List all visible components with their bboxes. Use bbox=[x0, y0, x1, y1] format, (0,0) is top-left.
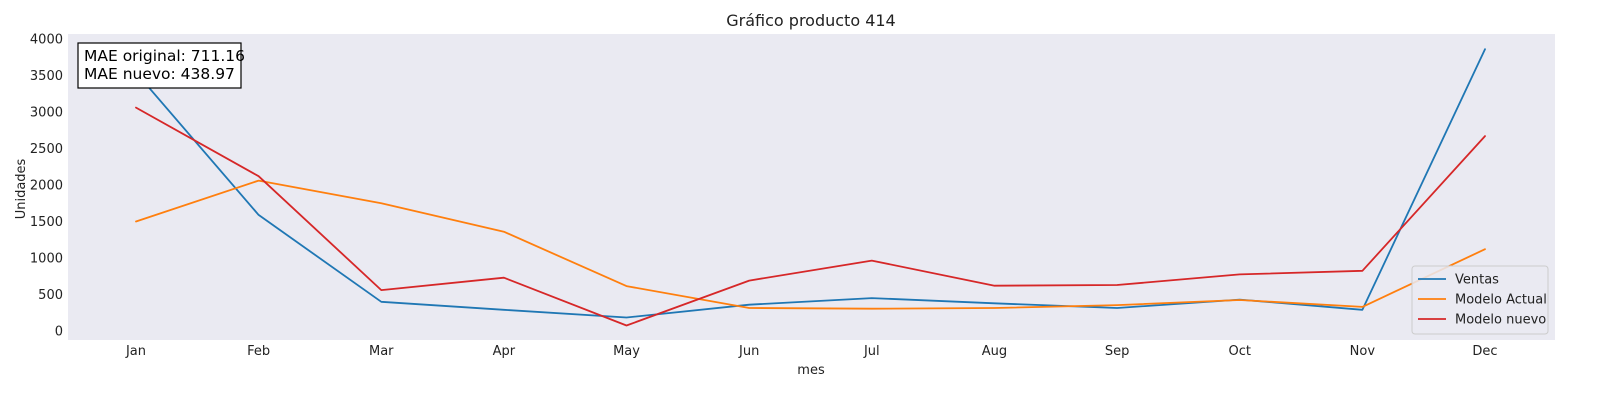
x-tick-label: Jul bbox=[863, 344, 880, 359]
legend-label: Modelo nuevo bbox=[1455, 313, 1546, 328]
legend-frame bbox=[1411, 265, 1549, 335]
x-tick-label: Jun bbox=[738, 344, 759, 359]
annotation-line-original: MAE original: 711.16 bbox=[84, 47, 245, 65]
x-tick-label: Dec bbox=[1472, 344, 1497, 359]
x-tick-label: May bbox=[613, 344, 640, 359]
y-tick-label: 2500 bbox=[30, 142, 63, 157]
x-tick-label: Mar bbox=[369, 344, 394, 359]
series-lines bbox=[135, 48, 1486, 327]
y-tick-label: 2000 bbox=[30, 179, 63, 194]
x-axis-ticks: Jan Feb Mar Apr May Jun Jul Aug Sep Oct Nov Dec bbox=[125, 344, 1498, 359]
x-tick-label: Nov bbox=[1350, 344, 1376, 359]
y-axis-ticks: 0 500 1000 1500 2000 2500 3000 3500 4000 bbox=[30, 33, 63, 340]
y-tick-label: 1500 bbox=[30, 215, 63, 230]
legend-label: Ventas bbox=[1455, 273, 1499, 288]
y-tick-label: 3000 bbox=[30, 106, 63, 121]
y-tick-label: 4000 bbox=[30, 33, 63, 48]
mae-annotation-box: MAE original: 711.16 MAE nuevo: 438.97 bbox=[77, 42, 245, 89]
x-tick-label: Apr bbox=[493, 344, 516, 359]
plot-background bbox=[68, 34, 1555, 340]
x-tick-label: Feb bbox=[247, 344, 270, 359]
y-tick-label: 1000 bbox=[30, 252, 63, 267]
y-tick-label: 0 bbox=[55, 325, 63, 340]
legend-label: Modelo Actual bbox=[1455, 293, 1547, 308]
chart-title: Gráfico producto 414 bbox=[726, 11, 895, 30]
x-tick-label: Aug bbox=[982, 344, 1007, 359]
y-axis-label: Unidades bbox=[14, 158, 29, 219]
x-axis-label: mes bbox=[797, 363, 825, 378]
y-tick-label: 3500 bbox=[30, 69, 63, 84]
annotation-frame bbox=[77, 42, 242, 89]
x-tick-label: Sep bbox=[1105, 344, 1130, 359]
x-tick-label: Oct bbox=[1228, 344, 1250, 359]
y-tick-label: 500 bbox=[38, 288, 63, 303]
annotation-line-nuevo: MAE nuevo: 438.97 bbox=[84, 65, 235, 83]
legend: Ventas Modelo Actual Modelo nuevo bbox=[1411, 265, 1549, 335]
series-line-modelo-nuevo bbox=[135, 106, 1486, 327]
series-line-modelo-actual bbox=[135, 179, 1486, 310]
x-tick-label: Jan bbox=[125, 344, 146, 359]
